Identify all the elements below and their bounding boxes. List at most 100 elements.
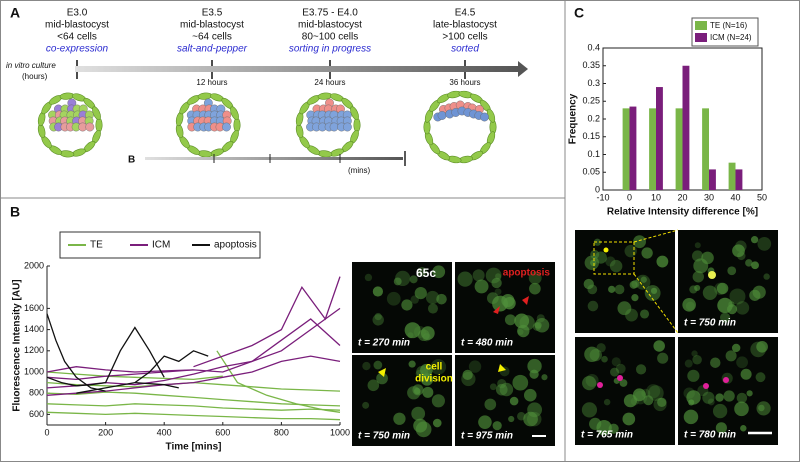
stage-pattern: co-expression — [46, 44, 109, 55]
cell-blob — [373, 360, 383, 370]
cell-blob — [407, 332, 414, 339]
zoom-line — [633, 229, 679, 243]
cell-blob — [656, 255, 669, 268]
cell-blob — [752, 285, 766, 299]
cell-blob — [611, 357, 621, 367]
x-tick-label: 10 — [651, 192, 661, 202]
y-tick-label: 2000 — [24, 260, 44, 270]
cell-blob — [509, 396, 519, 406]
cell-blob — [583, 278, 594, 290]
cell-blob — [489, 383, 497, 391]
cell-blob — [692, 271, 704, 283]
cell-blob — [420, 326, 435, 341]
cell-blob — [420, 373, 434, 386]
cell-blob — [631, 294, 639, 302]
cell-blob — [715, 422, 727, 434]
bar — [656, 87, 663, 190]
cell-blob — [712, 403, 728, 419]
cell-blob — [646, 384, 661, 399]
cell-blob — [617, 301, 632, 316]
y-tick-label: 0.35 — [582, 60, 600, 70]
bar — [675, 108, 683, 190]
track-line — [46, 366, 194, 373]
cell-blob — [758, 404, 765, 412]
cell-blob — [731, 343, 741, 353]
cell-blob — [605, 256, 616, 267]
panel-label: C — [574, 5, 584, 21]
cell-blob — [372, 286, 384, 297]
x-tick-label: 50 — [757, 192, 767, 202]
y-tick-label: 0.1 — [587, 149, 600, 159]
track-line — [216, 350, 341, 413]
cell-blob — [691, 350, 698, 357]
cell-blob — [732, 244, 745, 258]
cell-blob — [523, 411, 538, 427]
cell-blob — [710, 357, 721, 368]
cell-blob — [364, 273, 373, 282]
x-axis-label: Relative Intensity difference [%] — [607, 207, 758, 218]
cell-blob — [740, 425, 747, 432]
cell-blob — [393, 412, 406, 425]
cell-blob — [596, 343, 606, 353]
arrow — [493, 306, 500, 314]
cell-blob — [491, 277, 502, 289]
te-cell — [317, 150, 333, 158]
cell-blob — [468, 360, 482, 373]
cell-blob — [582, 375, 597, 391]
time-label: t = 750 min — [684, 318, 736, 329]
cell-blob — [584, 255, 600, 270]
apoptotic-cell — [703, 383, 709, 389]
y-tick-label: 1400 — [24, 324, 44, 334]
cell-blob — [755, 372, 766, 383]
dividing-cell — [603, 247, 609, 253]
y-tick-label: 0.2 — [587, 113, 600, 123]
cell-blob — [650, 287, 658, 294]
y-tick-label: 1600 — [24, 303, 44, 313]
cell-blob — [410, 295, 419, 304]
cell-blob — [587, 300, 599, 312]
cell-blob — [608, 285, 616, 293]
cell-blob — [615, 363, 626, 374]
stage-cells: <64 cells — [57, 32, 97, 43]
cell-blob — [686, 390, 701, 405]
cell-blob — [484, 398, 497, 411]
bar — [702, 108, 709, 190]
arrow-head — [518, 61, 528, 77]
x-tick-label: 800 — [274, 427, 289, 437]
te-cell — [197, 150, 213, 158]
cell-blob — [495, 383, 508, 396]
cell-blob — [684, 359, 693, 368]
cell-blob — [499, 382, 514, 397]
cell-blob — [723, 390, 735, 402]
culture-label: in vitro culture — [6, 61, 56, 70]
y-tick-label: 0.15 — [582, 131, 600, 141]
cell-blob — [727, 266, 737, 276]
icm-cell — [480, 112, 489, 122]
cell-blob — [430, 359, 447, 375]
cell-blob — [409, 275, 418, 284]
te-cell — [230, 106, 239, 121]
x-axis-label: Time [mins] — [166, 442, 222, 453]
track-line — [193, 276, 341, 368]
cell-blob — [746, 390, 753, 397]
cell-blob — [534, 317, 550, 333]
cell-blob — [682, 298, 696, 312]
dividing-cell — [708, 271, 716, 279]
cell-blob — [757, 237, 772, 251]
cell-blob — [736, 356, 748, 369]
cell-blob — [691, 250, 704, 262]
cell-blob — [716, 282, 729, 295]
bar — [735, 169, 743, 190]
stage-pattern: salt-and-pepper — [177, 44, 248, 55]
cell-blob — [517, 412, 526, 421]
x-tick-label: 600 — [215, 427, 230, 437]
track-line — [46, 326, 165, 387]
cell-blob — [715, 393, 724, 402]
cell-blob — [417, 266, 427, 277]
cell-blob — [425, 290, 440, 305]
track-line — [46, 355, 341, 396]
apoptotic-cell — [617, 375, 623, 381]
cell-blob — [372, 314, 384, 326]
